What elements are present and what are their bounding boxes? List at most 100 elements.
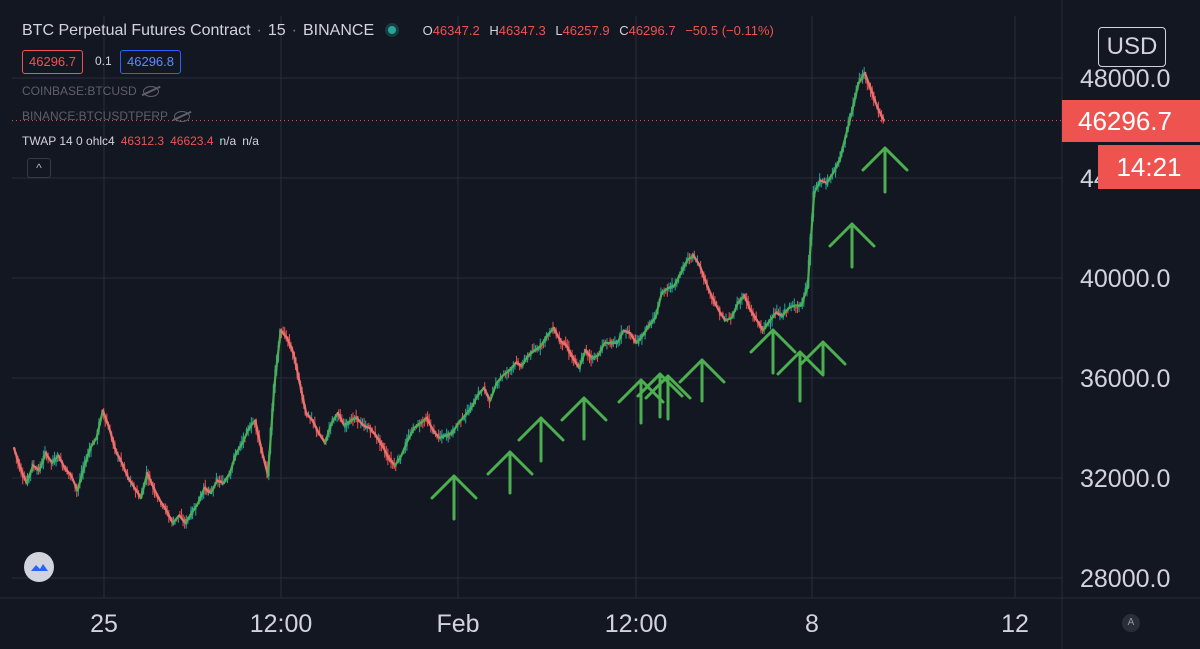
twap-segment	[362, 424, 371, 430]
twap-segment	[171, 514, 181, 525]
candle-body	[771, 319, 773, 321]
candle-body	[537, 348, 540, 350]
twap-segment	[70, 474, 79, 492]
twap-segment	[825, 171, 835, 185]
twap-segment	[489, 381, 498, 402]
twap-segment	[813, 179, 822, 195]
twap-segment	[438, 434, 447, 440]
twap-segment	[317, 431, 327, 445]
twap-segment	[711, 296, 720, 312]
twap-segment	[520, 354, 530, 367]
up-arrow-annotation	[828, 222, 876, 269]
twap-segment	[184, 511, 193, 525]
twap-segment	[501, 369, 511, 377]
twap-segment	[146, 471, 155, 490]
low-value: 46257.9	[562, 23, 610, 38]
twap-segment	[120, 461, 130, 480]
interval[interactable]: 15	[267, 22, 286, 39]
legend-compare-coinbase[interactable]: COINBASE:BTCUSD	[22, 84, 159, 98]
price-tick-label: 28000.0	[1080, 565, 1170, 593]
candle-body	[672, 286, 675, 288]
candle-body	[628, 330, 630, 333]
time-tick-label: 12	[1001, 610, 1029, 638]
auto-scale-button[interactable]: A	[1122, 614, 1140, 632]
candle-body	[55, 459, 57, 462]
up-arrow-annotation	[517, 416, 565, 463]
twap-segment	[692, 254, 701, 267]
candle-body	[248, 427, 251, 431]
twap-segment	[31, 464, 41, 472]
twap-segment	[311, 419, 320, 435]
up-arrow-annotation	[749, 328, 797, 375]
twap-segment	[470, 394, 479, 410]
twap-line	[12, 71, 1062, 525]
candle-body	[463, 417, 465, 420]
up-arrow-annotation	[799, 340, 847, 377]
exchange: BINANCE	[303, 22, 375, 39]
hidden-eye-icon[interactable]	[174, 111, 191, 123]
up-arrow-annotation	[430, 474, 478, 521]
candle-body	[612, 340, 615, 343]
twap-segment	[139, 471, 149, 500]
twap-segment	[863, 71, 873, 92]
twap-segment	[19, 466, 28, 485]
twap-segment	[597, 341, 606, 357]
twap-segment	[158, 499, 168, 512]
candle-body	[209, 489, 211, 491]
twap-segment	[381, 444, 390, 460]
legend-compare-binance[interactable]: BINANCE:BTCUSDTPERP	[22, 109, 191, 123]
buy-price-button[interactable]: 46296.8	[120, 50, 181, 74]
twap-segment	[724, 316, 733, 322]
twap-segment	[463, 406, 473, 417]
twap-segment	[495, 374, 505, 385]
twap-segment	[774, 311, 784, 317]
twap-segment	[622, 329, 632, 335]
candle-body	[561, 343, 564, 346]
tradingview-logo-icon[interactable]	[24, 552, 54, 582]
twap-segment	[768, 311, 778, 322]
twap-segment	[781, 306, 790, 317]
candle-body	[466, 410, 469, 412]
twap-segment	[152, 486, 162, 502]
candle-body	[488, 400, 491, 404]
sell-price-button[interactable]: 46296.7	[22, 50, 83, 74]
twap-segment	[571, 356, 581, 370]
twap-segment	[57, 454, 66, 470]
twap-segment	[451, 421, 460, 435]
twap-value-4: n/a	[242, 134, 259, 148]
twap-segment	[254, 419, 263, 452]
candle-body	[799, 303, 802, 305]
candle-body	[180, 514, 183, 518]
time-tick-label: 12:00	[250, 610, 313, 638]
twap-segment	[565, 344, 574, 360]
twap-segment	[51, 454, 60, 465]
ohlc-readout: O46347.2 H46347.3 L46257.9 C46296.7 −50.…	[422, 23, 774, 38]
candle-body	[425, 416, 427, 418]
currency-button[interactable]: USD	[1098, 27, 1166, 67]
twap-segment	[647, 316, 657, 327]
collapse-legend-button[interactable]: ^	[27, 158, 51, 178]
candle-body	[363, 423, 365, 425]
twap-segment	[698, 264, 708, 285]
twap-segment	[844, 109, 854, 137]
twap-segment	[222, 471, 232, 485]
last-price-label: 46296.7	[1062, 100, 1200, 142]
hidden-eye-icon[interactable]	[142, 86, 159, 98]
twap-segment	[127, 476, 136, 490]
candle-body	[614, 340, 616, 342]
symbol-title[interactable]: BTC Perpetual Futures Contract	[22, 22, 251, 39]
twap-segment	[476, 386, 486, 397]
twap-segment	[546, 326, 555, 337]
legend-twap[interactable]: TWAP 14 0 ohlc4 46312.3 46623.4 n/a n/a	[22, 134, 259, 148]
candle-body	[496, 383, 499, 386]
up-arrow-annotation	[776, 350, 824, 403]
time-tick-label: 8	[805, 610, 819, 638]
up-arrow-annotation	[678, 358, 726, 403]
candle-body	[371, 427, 373, 431]
twap-segment	[838, 134, 847, 162]
twap-segment	[393, 454, 403, 467]
candle-body	[517, 360, 519, 364]
candle-body	[453, 429, 456, 434]
